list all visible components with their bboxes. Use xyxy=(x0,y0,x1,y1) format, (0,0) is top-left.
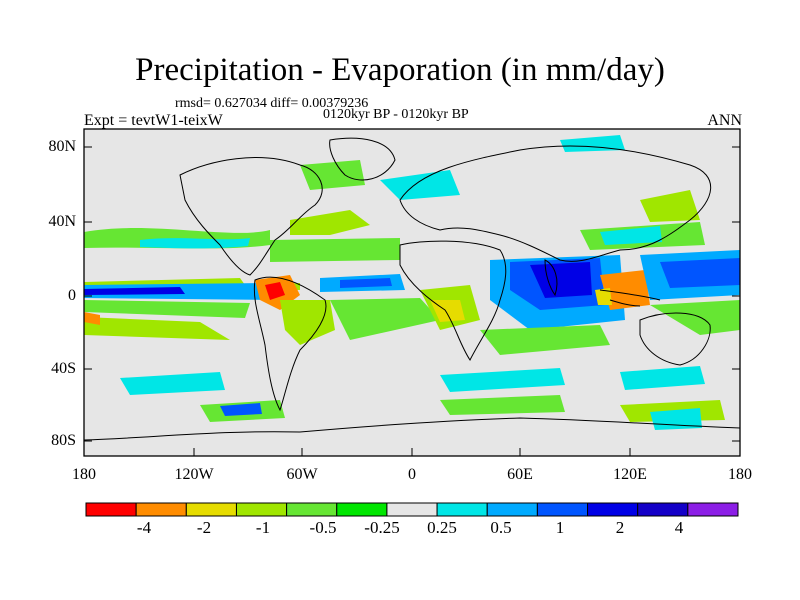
africa-coast xyxy=(399,240,507,361)
lon-label-120w: 120W xyxy=(174,466,214,483)
lat-label-40s: 40S xyxy=(51,360,76,377)
colorbar-label: 4 xyxy=(674,518,684,537)
experiment-label: Expt = tevtW1-teixW xyxy=(84,112,223,129)
precip-fields xyxy=(84,135,740,430)
colorbar-box xyxy=(637,502,689,517)
maritime-dry xyxy=(600,270,650,310)
south-america-green xyxy=(280,300,335,345)
plot-title: Precipitation - Evaporation (in mm/day) xyxy=(135,52,665,88)
west-pacific-south xyxy=(650,300,740,335)
east-asia-green xyxy=(640,190,700,222)
lon-label-180e: 180 xyxy=(728,466,752,483)
greenland-coast xyxy=(329,137,396,181)
south-america-coast xyxy=(253,276,327,412)
lon-label-120e: 120E xyxy=(613,466,647,483)
indonesia-coast xyxy=(599,289,661,307)
colorbar-label: -4 xyxy=(136,518,152,537)
lat-label-40n: 40N xyxy=(48,213,76,230)
colorbar-label: -0.25 xyxy=(364,518,400,537)
south-atlantic-band xyxy=(330,298,440,340)
antarctica-coast xyxy=(83,417,741,441)
coastlines xyxy=(83,137,741,441)
colorbar-box xyxy=(486,502,538,517)
pacific-itcz-core xyxy=(84,287,185,295)
east-pacific-band xyxy=(84,317,230,340)
australia-coast xyxy=(639,312,711,366)
lat-label-0: 0 xyxy=(68,287,76,304)
colorbar-box xyxy=(135,502,187,517)
eurasia-coast xyxy=(399,145,712,262)
colorbar-box xyxy=(687,502,739,517)
atlantic-itcz-core xyxy=(340,278,392,288)
lon-label-180w: 180 xyxy=(72,466,96,483)
colorbar-box xyxy=(185,502,237,517)
pacific-arctic-green xyxy=(300,160,365,190)
colorbar-box xyxy=(286,502,338,517)
dateline-red xyxy=(84,312,100,325)
south-indian-cyan xyxy=(620,366,705,390)
season-label: ANN xyxy=(707,112,742,129)
colorbar-box xyxy=(536,502,589,517)
colorbar xyxy=(85,502,739,517)
north-atlantic-band xyxy=(270,238,400,262)
north-atlantic-cyan xyxy=(380,170,460,200)
colorbar-box xyxy=(436,502,488,517)
antarctic-blue-1 xyxy=(220,403,262,416)
colorbar-box xyxy=(336,502,388,517)
colorbar-label: 2 xyxy=(615,518,625,537)
lon-label-60w: 60W xyxy=(286,466,318,483)
colorbar-label: -2 xyxy=(196,518,212,537)
amazon-dry-core xyxy=(265,282,285,300)
north-atlantic-dry xyxy=(290,210,370,235)
colorbar-box xyxy=(235,502,288,517)
period-line: 0120kyr BP - 0120kyr BP xyxy=(323,107,469,122)
south-atlantic-cyan xyxy=(440,368,565,392)
lat-label-80n: 80N xyxy=(48,138,76,155)
axis-ticks xyxy=(84,146,740,456)
maritime-yellow xyxy=(595,288,612,305)
colorbar-label: 0.25 xyxy=(427,518,457,537)
pacific-south-band xyxy=(84,300,250,318)
colorbar-label: 1 xyxy=(555,518,565,537)
lon-label-60e: 60E xyxy=(507,466,533,483)
stats-line: rmsd= 0.627034 diff= 0.00379236 xyxy=(175,96,369,111)
colorbar-label: -1 xyxy=(255,518,271,537)
india-coast xyxy=(544,259,558,297)
antarctic-green-2 xyxy=(440,395,565,415)
asia-cyan xyxy=(600,226,662,245)
colorbar-box xyxy=(386,502,438,517)
west-pacific-core xyxy=(660,258,740,288)
north-pacific-inner xyxy=(140,238,250,249)
indian-ocean-south xyxy=(480,325,610,355)
lat-label-80s: 80S xyxy=(51,432,76,449)
colorbar-label: 0.5 xyxy=(490,518,512,537)
south-pacific-cyan xyxy=(120,372,225,395)
north-america-coast xyxy=(179,157,323,276)
lon-label-0: 0 xyxy=(408,466,416,483)
colorbar-box xyxy=(85,502,137,517)
colorbar-box xyxy=(587,502,639,517)
colorbar-label: -0.5 xyxy=(309,518,337,537)
